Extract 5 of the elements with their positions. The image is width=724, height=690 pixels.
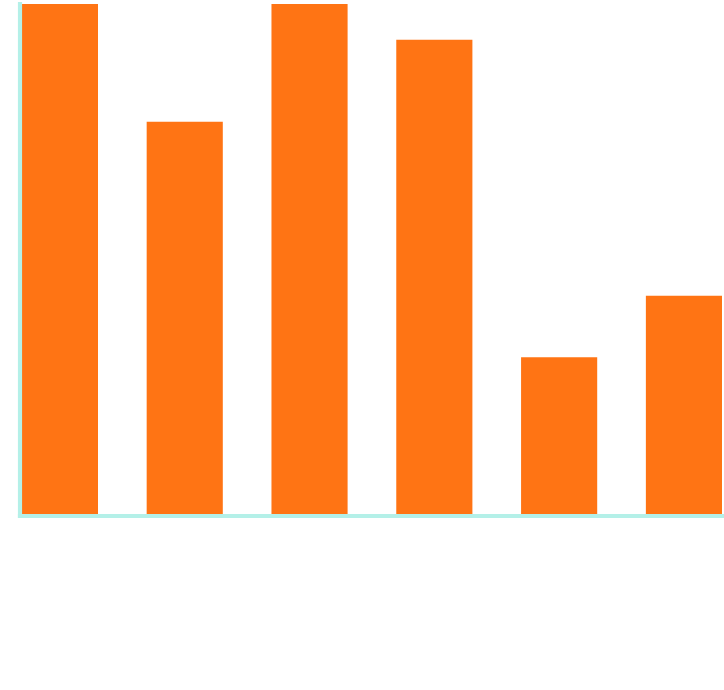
- bar: [146, 121, 223, 516]
- bar: [271, 4, 348, 516]
- bar: [521, 357, 598, 516]
- bar: [645, 295, 722, 516]
- bar: [396, 39, 473, 516]
